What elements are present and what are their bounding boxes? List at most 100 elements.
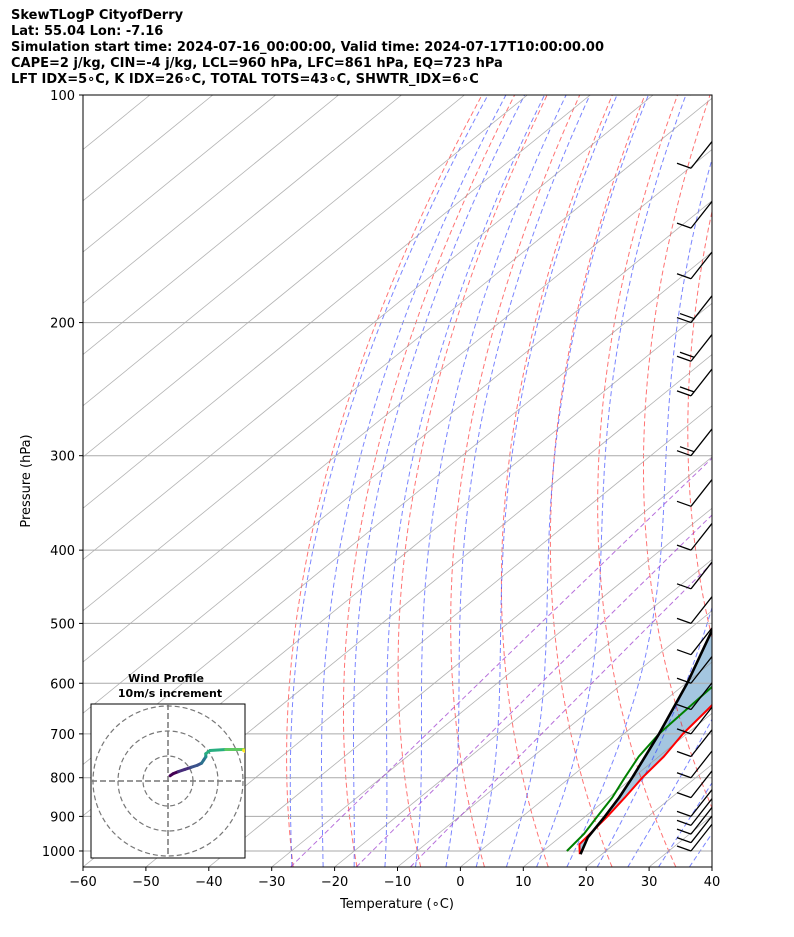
moist-adiabat: [720, 95, 794, 867]
profile-lines: [566, 627, 712, 855]
barb-staff: [690, 250, 712, 280]
wind-barb: [676, 626, 712, 656]
barb-staff: [690, 140, 712, 169]
wind-barb: [676, 749, 712, 779]
barb-flag: [676, 222, 692, 229]
isotherm: [208, 456, 712, 867]
barb-staff: [690, 823, 712, 852]
barb-staff: [690, 595, 712, 624]
isotherm: [271, 507, 712, 867]
wind-barb: [676, 728, 712, 758]
y-tick-label: 600: [50, 677, 75, 692]
x-tick-label: 10: [515, 875, 532, 890]
barb-flag: [676, 677, 692, 684]
barb-staff: [690, 806, 712, 835]
barb-staff: [690, 368, 712, 397]
isotherm: [83, 95, 528, 458]
y-axis: 1000 900 800 700 600 500 400 300 200 100: [42, 89, 83, 860]
isotherm: [334, 558, 712, 867]
isotherm: [145, 405, 712, 867]
barb-flag: [676, 845, 692, 852]
barb-staff: [691, 95, 692, 96]
barb-flag: [676, 750, 692, 758]
wind-barb: [676, 797, 712, 826]
wind-barb: [676, 706, 712, 735]
barb-flag: [676, 728, 692, 735]
wind-barb: [676, 140, 712, 169]
isotherm: [397, 610, 712, 867]
mixing-ratio-line: [290, 457, 712, 867]
y-tick-label: 500: [50, 617, 75, 632]
x-tick-label: 0: [456, 875, 464, 890]
dry-adiabat: [549, 95, 646, 867]
isotherm: [83, 95, 339, 304]
barb-flag: [676, 355, 692, 362]
barb-staff: [690, 333, 712, 362]
moist-adiabat: [505, 95, 649, 867]
isotherm: [711, 866, 712, 867]
barb-flag: [676, 162, 692, 169]
barb-flag: [676, 316, 692, 324]
y-tick-label: 100: [50, 89, 75, 104]
barb-flag: [676, 703, 692, 711]
isotherm: [83, 149, 712, 663]
barb-flag: [679, 312, 695, 320]
barb-flag: [676, 544, 692, 551]
moist-adiabat: [289, 95, 489, 867]
dry-adiabat: [687, 209, 712, 640]
dewpoint-line: [566, 685, 712, 852]
barb-flag: [676, 828, 692, 835]
x-tick-label: 20: [578, 875, 595, 890]
barb-staff: [690, 706, 712, 735]
x-tick-label: 40: [704, 875, 721, 890]
hodograph-title: Wind Profile: [128, 672, 204, 685]
chart-title: SkewTLogP CityofDerry: [11, 8, 184, 23]
barb-flag: [676, 500, 692, 507]
barb-flag: [679, 386, 695, 393]
moist-adiabat: [321, 95, 507, 867]
isotherm: [83, 95, 276, 253]
wind-barb: [676, 814, 712, 844]
wind-barb: [676, 368, 712, 397]
y-tick-label: 800: [50, 772, 75, 787]
y-axis-label: Pressure (hPa): [19, 434, 34, 527]
wind-barb: [676, 806, 712, 835]
y-tick-label: 900: [50, 810, 75, 825]
barb-staff: [690, 427, 712, 457]
x-axis: −60 −50 −40 −30 −20 −10 0 10 20 30 40: [69, 867, 720, 890]
barb-staff: [690, 626, 712, 656]
wind-barb: [676, 561, 712, 590]
isotherm: [775, 95, 794, 867]
wind-barb: [676, 200, 712, 229]
moist-adiabat: [566, 157, 712, 867]
x-tick-label: −20: [321, 875, 348, 890]
barb-staff: [690, 788, 712, 817]
hodograph-segment: [208, 748, 228, 753]
barb-staff: [690, 681, 712, 710]
isotherm: [83, 95, 654, 561]
cape-line: CAPE=2 j/kg, CIN=-4 j/kg, LCL=960 hPa, L…: [11, 56, 503, 71]
wind-barb: [676, 788, 712, 818]
y-tick-label: 700: [50, 728, 75, 743]
wind-barb: [676, 294, 712, 324]
barb-flag: [676, 390, 692, 397]
hodograph-segment: [242, 749, 245, 753]
wind-barb: [676, 478, 712, 507]
dry-adiabat: [643, 95, 712, 810]
barb-staff: [690, 749, 712, 779]
hodograph-subtitle: 10m/s increment: [118, 687, 222, 700]
x-tick-label: −50: [132, 875, 159, 890]
parcel-line: [579, 627, 712, 855]
hodograph: Wind Profile 10m/s increment: [90, 672, 246, 859]
barb-flag: [676, 617, 692, 625]
dry-adiabat: [773, 95, 794, 867]
barb-flag: [676, 819, 692, 826]
barb-flag: [689, 95, 691, 96]
barb-staff: [690, 814, 712, 844]
x-tick-label: −40: [195, 875, 222, 890]
barb-flag: [676, 583, 692, 590]
moist-adiabat: [596, 605, 712, 867]
dry-adiabat: [731, 95, 794, 867]
dry-adiabat: [286, 95, 483, 867]
